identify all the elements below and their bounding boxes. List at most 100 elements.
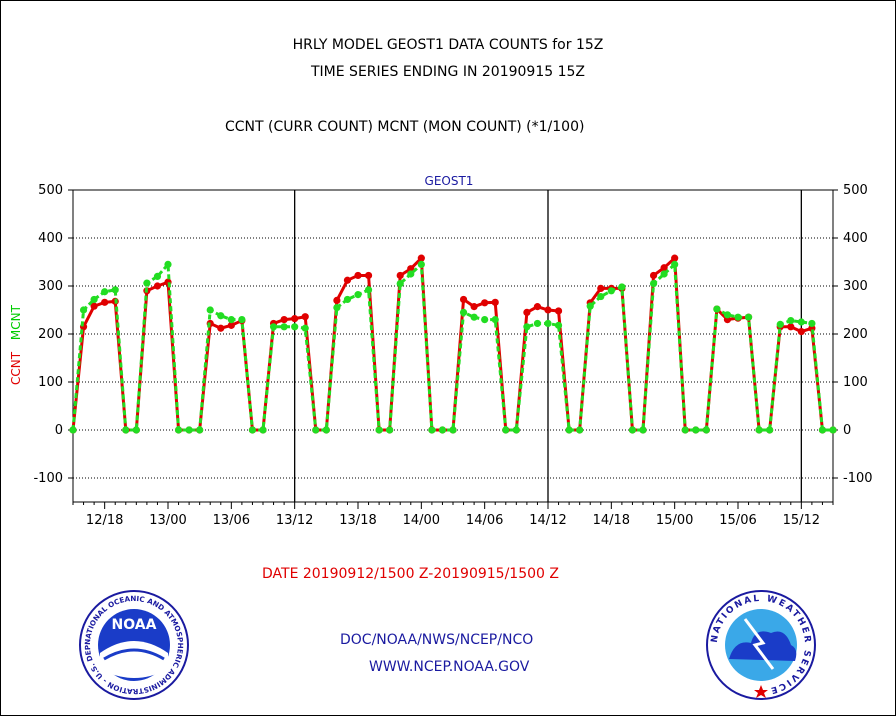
data-point-mcnt [238, 316, 246, 324]
y-tick-label-right: 400 [843, 231, 868, 246]
data-point-mcnt [428, 426, 436, 434]
data-point-ccnt [301, 313, 309, 321]
data-point-mcnt [132, 426, 140, 434]
x-tick-label: 13/00 [149, 513, 186, 528]
data-point-mcnt [818, 426, 827, 434]
data-point-ccnt [660, 264, 668, 272]
y-tick-label-left: 100 [38, 375, 63, 390]
data-point-mcnt [660, 270, 668, 278]
x-tick-label: 14/06 [466, 513, 503, 528]
data-point-mcnt [628, 426, 637, 434]
data-point-mcnt [174, 426, 183, 434]
grid-layer [73, 189, 833, 502]
data-point-mcnt [196, 426, 204, 434]
data-point-mcnt [291, 323, 299, 331]
y-axis-label-mcnt: MCNT [9, 304, 23, 340]
noaa-logo: NATIONAL OCEANIC AND ATMOSPHERIC ADMINIS… [78, 589, 189, 700]
data-point-mcnt [829, 426, 837, 434]
organization-label: DOC/NOAA/NWS/NCEP/NCO [340, 632, 534, 648]
x-tick-label: 14/12 [529, 513, 566, 528]
data-point-mcnt [101, 288, 109, 296]
data-point-ccnt [417, 254, 425, 262]
data-point-ccnt [470, 303, 478, 311]
plot-frame [72, 189, 834, 503]
data-point-mcnt [111, 286, 119, 294]
x-tick-label: 14/00 [403, 513, 440, 528]
data-point-ccnt [544, 306, 552, 314]
data-point-mcnt [417, 260, 425, 268]
data-point-ccnt [649, 271, 658, 280]
series-line-ccnt [71, 254, 833, 432]
y-tick-label-right: -100 [843, 471, 873, 486]
data-point-mcnt [153, 272, 162, 280]
y-tick-label-right: 100 [843, 375, 868, 390]
data-point-mcnt [671, 260, 679, 268]
data-point-mcnt [449, 426, 457, 434]
data-point-mcnt [248, 426, 257, 434]
data-point-mcnt [787, 316, 795, 325]
data-point-mcnt [618, 283, 626, 291]
data-point-ccnt [364, 271, 373, 280]
data-point-mcnt [481, 316, 489, 324]
y-tick-label-left: 500 [38, 183, 63, 198]
data-point-ccnt [797, 328, 805, 336]
data-point-mcnt [565, 426, 573, 434]
data-point-mcnt [259, 426, 267, 434]
x-tick-label: 15/12 [783, 513, 820, 528]
data-point-mcnt [755, 426, 763, 434]
data-point-mcnt [597, 292, 605, 301]
national-weather-service-logo: NATIONAL WEATHER SERVICE [706, 590, 816, 700]
data-point-mcnt [396, 280, 404, 288]
data-point-mcnt [143, 279, 151, 287]
data-point-mcnt [79, 306, 88, 314]
data-point-mcnt [333, 304, 341, 312]
data-point-ccnt [153, 282, 162, 290]
data-point-ccnt [459, 295, 468, 304]
svg-text:CCNT MCNT: CCNT MCNT [9, 304, 23, 385]
x-tick-label: 14/18 [593, 513, 630, 528]
data-point-mcnt [649, 280, 658, 288]
data-point-ccnt [523, 308, 531, 316]
data-point-ccnt [217, 324, 225, 332]
date-range-label: DATE 20190912/1500 Z-20190915/1500 Z [262, 566, 559, 582]
data-point-mcnt [407, 270, 415, 278]
y-tick-label-left: -100 [33, 471, 63, 486]
data-point-mcnt [470, 313, 478, 321]
data-point-mcnt [586, 302, 594, 310]
data-point-mcnt [354, 291, 362, 299]
data-point-mcnt [523, 323, 531, 331]
data-point-mcnt [438, 426, 447, 434]
data-point-mcnt [576, 426, 584, 434]
data-point-mcnt [375, 426, 383, 434]
x-tick-label: 12/18 [86, 513, 123, 528]
data-point-mcnt [544, 319, 552, 328]
data-point-mcnt [533, 319, 542, 328]
data-point-ccnt [396, 271, 404, 280]
y-axis-label-ccnt: CCNT [9, 351, 23, 385]
data-point-mcnt [713, 305, 721, 313]
time-series-chart: -100 -100 0 0 100 100 200 200 300 300 400 400 500 500… [9, 174, 873, 528]
data-point-mcnt [206, 306, 214, 314]
y-tick-label-left: 200 [38, 327, 63, 342]
data-point-mcnt [269, 323, 278, 331]
data-point-mcnt [164, 260, 172, 268]
series-line-mcnt [71, 260, 833, 432]
data-point-ccnt [291, 315, 299, 323]
data-point-mcnt [776, 320, 784, 328]
data-point-mcnt [681, 426, 689, 434]
website-label: WWW.NCEP.NOAA.GOV [369, 659, 530, 675]
data-point-ccnt [90, 302, 98, 310]
data-point-ccnt [333, 296, 341, 304]
data-point-mcnt [797, 318, 805, 326]
chart-title-line-2: TIME SERIES ENDING IN 20190915 15Z [311, 64, 585, 80]
panel-title: GEOST1 [425, 174, 474, 188]
data-point-ccnt [533, 303, 542, 311]
data-point-ccnt [280, 316, 288, 324]
data-point-mcnt [491, 316, 499, 324]
series-layer [69, 254, 837, 434]
axis-layer: -100 -100 0 0 100 100 200 200 300 300 400 400 500 500… [33, 183, 872, 528]
chart-title-line-1: HRLY MODEL GEOST1 DATA COUNTS for 15Z [292, 37, 604, 53]
data-point-mcnt [766, 426, 774, 434]
data-point-ccnt [491, 298, 499, 306]
data-point-ccnt [481, 299, 489, 307]
